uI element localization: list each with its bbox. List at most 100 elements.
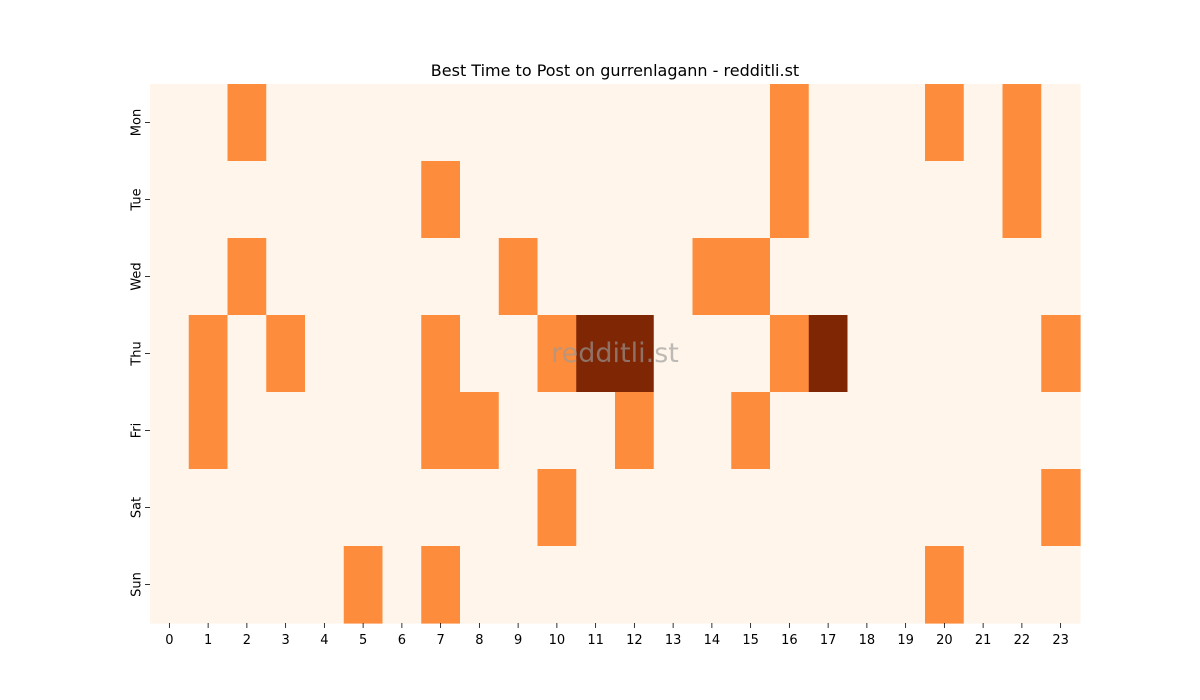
heatmap-cell-sun-17 [808, 546, 849, 624]
heatmap-cell-wed-22 [1002, 238, 1042, 316]
heatmap-cell-sun-10 [537, 546, 577, 624]
heatmap-cell-wed-20 [925, 238, 965, 316]
x-tick-label: 23 [1052, 633, 1069, 648]
heatmap-cell-fri-8 [460, 392, 500, 470]
x-tick-label: 3 [281, 633, 289, 648]
heatmap-cell-sat-11 [576, 469, 616, 547]
heatmap-cell-sun-20 [925, 546, 965, 624]
heatmap-cell-sun-22 [1002, 546, 1042, 624]
heatmap-cell-tue-15 [731, 161, 771, 239]
x-tick-label: 10 [549, 633, 566, 648]
heatmap-cell-thu-2 [227, 315, 267, 393]
heatmap-cell-fri-16 [770, 392, 810, 470]
heatmap-cell-thu-7 [421, 315, 461, 393]
heatmap-cell-sat-12 [615, 469, 655, 547]
heatmap-cell-sun-4 [305, 546, 345, 624]
heatmap-cell-mon-8 [460, 84, 500, 162]
y-tick-label: Fri [130, 423, 145, 439]
heatmap-cell-thu-20 [925, 315, 965, 393]
heatmap-cell-sat-16 [770, 469, 810, 547]
x-tick-label: 14 [704, 633, 721, 648]
heatmap-cell-mon-0 [150, 84, 190, 162]
heatmap-cell-thu-18 [847, 315, 887, 393]
heatmap-cell-tue-0 [150, 161, 190, 239]
heatmap-cell-thu-10 [537, 315, 577, 393]
heatmap-cell-wed-4 [305, 238, 345, 316]
heatmap-cell-wed-21 [963, 238, 1004, 316]
heatmap-cell-mon-20 [925, 84, 965, 162]
x-axis: 0 1 2 3 4 5 6 7 8 9 10 11 12 13 14 15 16 17 18 19 20 21 22 23 [165, 623, 1069, 648]
heatmap-cell-thu-19 [886, 315, 926, 393]
heatmap-cell-fri-22 [1002, 392, 1042, 470]
heatmap-cell-fri-18 [847, 392, 887, 470]
heatmap-cell-sat-15 [731, 469, 771, 547]
heatmap-cell-wed-23 [1041, 238, 1081, 316]
heatmap-cell-thu-9 [498, 315, 539, 393]
heatmap-cell-sun-3 [266, 546, 306, 624]
x-tick-label: 6 [398, 633, 406, 648]
x-tick-label: 19 [897, 633, 914, 648]
heatmap-cell-wed-15 [731, 238, 771, 316]
heatmap-cell-sat-8 [460, 469, 500, 547]
x-tick-label: 1 [204, 633, 212, 648]
heatmap-cell-mon-12 [615, 84, 655, 162]
x-tick-label: 15 [742, 633, 759, 648]
heatmap-cell-sat-13 [653, 469, 694, 547]
heatmap-cell-fri-12 [615, 392, 655, 470]
heatmap-cell-fri-23 [1041, 392, 1081, 470]
heatmap-cell-tue-8 [460, 161, 500, 239]
heatmap-cell-sun-12 [615, 546, 655, 624]
heatmap-cell-thu-3 [266, 315, 306, 393]
heatmap-cell-tue-3 [266, 161, 306, 239]
heatmap-cell-sat-3 [266, 469, 306, 547]
x-tick-label: 12 [626, 633, 643, 648]
y-tick-label: Wed [130, 262, 145, 290]
heatmap-cell-wed-3 [266, 238, 306, 316]
heatmap-cell-sun-1 [188, 546, 229, 624]
heatmap-cell-fri-6 [382, 392, 422, 470]
heatmap-cell-sun-5 [343, 546, 384, 624]
heatmap-cell-fri-7 [421, 392, 461, 470]
heatmap-cell-sun-13 [653, 546, 694, 624]
heatmap-cell-tue-5 [343, 161, 384, 239]
heatmap-cell-tue-19 [886, 161, 926, 239]
heatmap-cell-tue-6 [382, 161, 422, 239]
heatmap-cell-sun-8 [460, 546, 500, 624]
heatmap-cell-tue-7 [421, 161, 461, 239]
heatmap-cell-mon-3 [266, 84, 306, 162]
heatmap-cell-thu-23 [1041, 315, 1081, 393]
y-tick-label: Mon [130, 109, 145, 136]
heatmap-cell-fri-0 [150, 392, 190, 470]
heatmap-cell-tue-4 [305, 161, 345, 239]
x-tick-label: 5 [359, 633, 367, 648]
heatmap-cell-mon-18 [847, 84, 887, 162]
heatmap-cell-fri-2 [227, 392, 267, 470]
heatmap-cell-tue-22 [1002, 161, 1042, 239]
heatmap-cell-sat-0 [150, 469, 190, 547]
heatmap-cell-sat-22 [1002, 469, 1042, 547]
chart-title: Best Time to Post on gurrenlagann - redd… [431, 61, 799, 80]
heatmap-cell-thu-16 [770, 315, 810, 393]
x-tick-label: 17 [820, 633, 837, 648]
heatmap-cell-sun-6 [382, 546, 422, 624]
heatmap-cell-tue-21 [963, 161, 1004, 239]
x-tick-label: 2 [243, 633, 251, 648]
heatmap-cell-thu-6 [382, 315, 422, 393]
heatmap-cell-fri-19 [886, 392, 926, 470]
heatmap-cell-thu-8 [460, 315, 500, 393]
heatmap-cell-sat-4 [305, 469, 345, 547]
heatmap-cell-fri-13 [653, 392, 694, 470]
heatmap-cell-tue-17 [808, 161, 849, 239]
heatmap-cell-tue-14 [692, 161, 732, 239]
heatmap-cell-sun-15 [731, 546, 771, 624]
y-tick-label: Tue [130, 188, 145, 211]
heatmap-cell-thu-13 [653, 315, 694, 393]
heatmap-cell-mon-11 [576, 84, 616, 162]
heatmap-cell-wed-14 [692, 238, 732, 316]
heatmap-cell-fri-3 [266, 392, 306, 470]
heatmap-cell-thu-11 [576, 315, 616, 393]
heatmap-cell-mon-14 [692, 84, 732, 162]
heatmap-cell-mon-21 [963, 84, 1004, 162]
x-tick-label: 20 [936, 633, 953, 648]
